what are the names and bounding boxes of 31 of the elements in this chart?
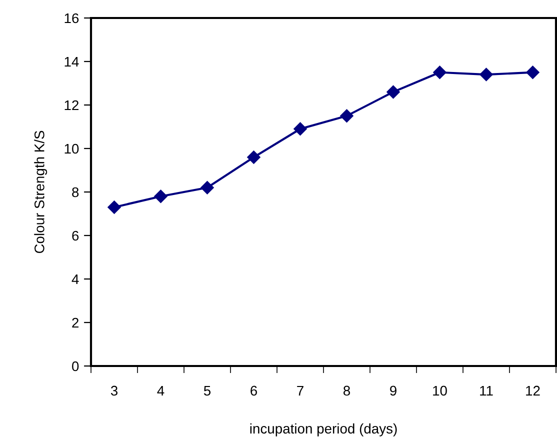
point bbox=[200, 181, 214, 194]
x-tick-label: 4 bbox=[157, 386, 164, 396]
x-tick-label: 9 bbox=[390, 386, 396, 396]
y-tick-label: 16 bbox=[64, 13, 79, 24]
point bbox=[526, 66, 540, 79]
y-tick-label: 0 bbox=[72, 361, 79, 372]
y-axis-title: Colour Strength K/S bbox=[34, 130, 48, 254]
y-tick-label: 6 bbox=[72, 230, 79, 241]
point bbox=[340, 109, 354, 122]
x-tick-label: 6 bbox=[250, 386, 257, 396]
y-tick-label: 14 bbox=[64, 56, 79, 67]
y-tick-label: 8 bbox=[72, 187, 79, 198]
point bbox=[108, 200, 121, 214]
point bbox=[433, 66, 446, 79]
x-tick-label: 7 bbox=[297, 386, 304, 396]
point bbox=[294, 122, 307, 136]
x-tick-label: 3 bbox=[110, 386, 118, 396]
point bbox=[247, 150, 260, 164]
y-tick-label: 10 bbox=[64, 144, 79, 154]
point bbox=[154, 190, 168, 203]
x-tick-label: 10 bbox=[433, 386, 447, 396]
x-tick-label: 8 bbox=[343, 386, 350, 396]
y-tick-label: 2 bbox=[72, 318, 78, 328]
y-tick-label: 12 bbox=[64, 100, 78, 110]
x-tick-label: 11 bbox=[480, 386, 493, 396]
x-axis-title: incupation period (days) bbox=[250, 423, 397, 436]
y-tick-label: 4 bbox=[72, 274, 79, 284]
x-tick-label: 5 bbox=[204, 386, 211, 396]
point bbox=[386, 85, 400, 99]
x-tick-label: 12 bbox=[526, 386, 540, 396]
point bbox=[480, 68, 493, 82]
